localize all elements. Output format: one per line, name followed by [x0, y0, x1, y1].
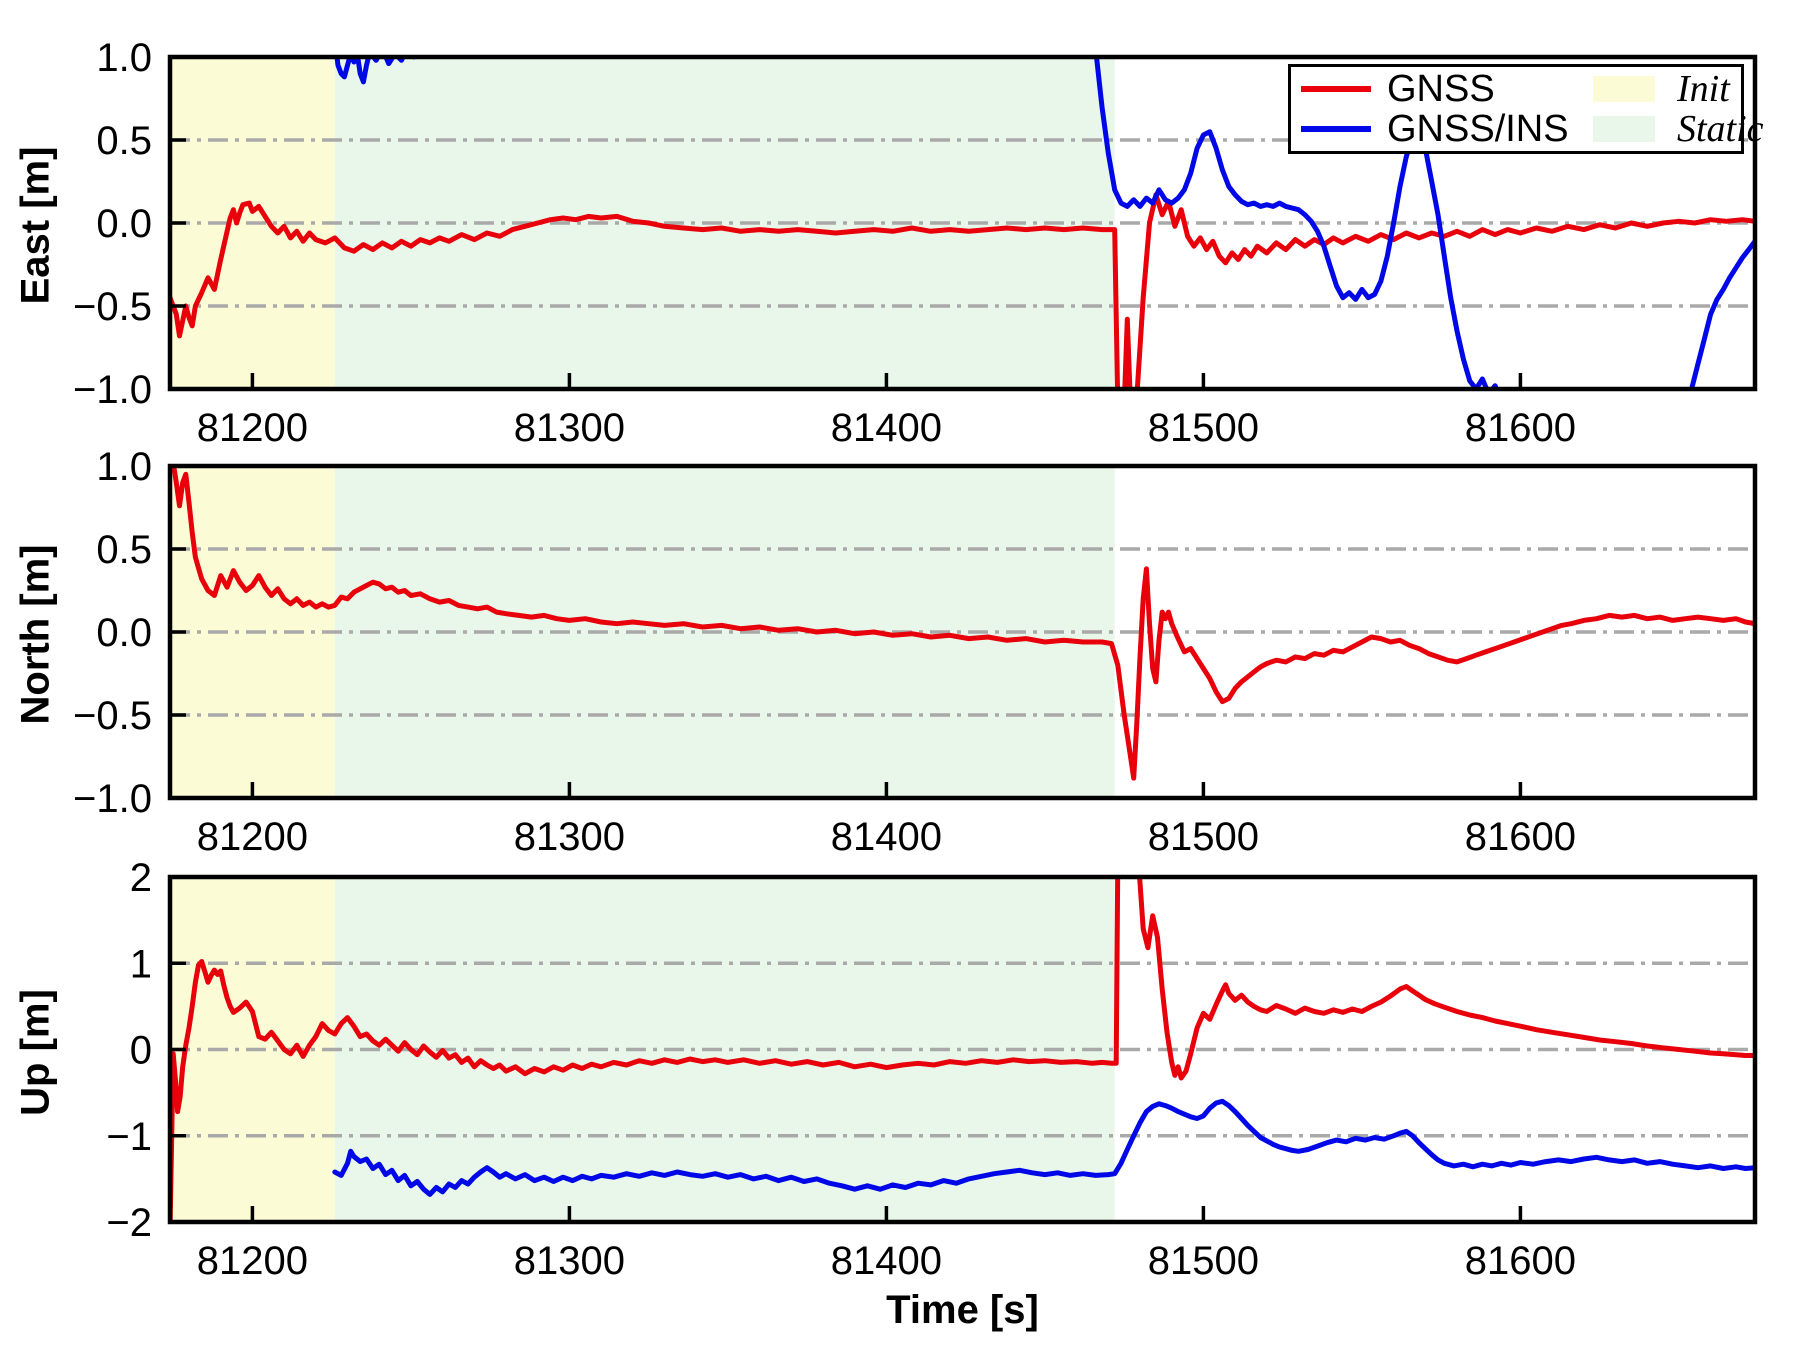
- y-tick-label: 1.0: [96, 445, 152, 489]
- x-tick-label: 81600: [1465, 406, 1576, 450]
- gnss-ins-line: [334, 57, 1755, 389]
- x-tick-label: 81400: [831, 406, 942, 450]
- x-tick-label: 81300: [514, 406, 625, 450]
- panel-border: [167, 463, 1758, 801]
- x-tick-label: 81200: [197, 815, 308, 859]
- y-tick-label: −1: [106, 1115, 152, 1159]
- y-tick-label: 0: [130, 1029, 152, 1073]
- y-axis-label-up: Up [m]: [13, 989, 58, 1116]
- gnss-line: [170, 192, 1755, 389]
- y-tick-label: 0.5: [96, 119, 152, 163]
- y-tick-label: −1.0: [73, 368, 152, 412]
- gnss-line: [171, 466, 1755, 781]
- x-tick-label: 81600: [1465, 1239, 1576, 1283]
- panel-border: [167, 54, 1758, 392]
- y-tick-label: −0.5: [73, 285, 152, 329]
- x-tick-label: 81300: [514, 1239, 625, 1283]
- gnss-line-swatch: [1301, 86, 1371, 92]
- legend-label-gnss-ins: GNSS/INS: [1387, 108, 1569, 150]
- legend: GNSS GNSS/INS Init Static: [1288, 64, 1764, 154]
- gnss-line: [170, 877, 1755, 1222]
- y-tick-label: −2: [106, 1201, 152, 1245]
- panel-up: 81200 81300 81400 81500 81600 2 1 0 −1 −2: [106, 856, 1758, 1283]
- panel-east: 81200 81300 81400 81500 81600 1.0 0.5 0.0 −0.5 −1…: [73, 36, 1758, 450]
- legend-item-gnss-ins: GNSS/INS: [1301, 109, 1593, 149]
- static-patch-swatch: [1593, 116, 1655, 142]
- x-tick-label: 81600: [1465, 815, 1576, 859]
- y-axis-label-east: East [m]: [13, 146, 58, 305]
- y-tick-label: 2: [130, 856, 152, 900]
- legend-item-init: Init: [1593, 69, 1764, 109]
- y-axis-label-north: North [m]: [13, 544, 58, 725]
- gnss-ins-line: [332, 1098, 1755, 1197]
- y-tick-label: −0.5: [73, 694, 152, 738]
- panel-north: 81200 81300 81400 81500 81600 1.0 0.5 0.0 −0.5 −1…: [73, 445, 1758, 859]
- y-tick-label: 0.0: [96, 611, 152, 655]
- legend-item-gnss: GNSS: [1301, 69, 1593, 109]
- x-tick-label: 81200: [197, 1239, 308, 1283]
- x-tick-label: 81300: [514, 815, 625, 859]
- y-tick-label: 0.0: [96, 202, 152, 246]
- legend-item-static: Static: [1593, 109, 1764, 149]
- gnss-ins-line-swatch: [1301, 126, 1371, 132]
- y-tick-label: 1: [130, 942, 152, 986]
- init-patch-swatch: [1593, 76, 1655, 102]
- legend-label-static: Static: [1677, 108, 1764, 150]
- x-axis-label: Time [s]: [886, 1288, 1039, 1332]
- legend-label-init: Init: [1677, 68, 1730, 110]
- y-tick-label: 1.0: [96, 36, 152, 80]
- y-tick-label: 0.5: [96, 528, 152, 572]
- x-tick-label: 81400: [831, 1239, 942, 1283]
- x-tick-label: 81500: [1148, 815, 1259, 859]
- x-tick-label: 81200: [197, 406, 308, 450]
- x-tick-label: 81500: [1148, 406, 1259, 450]
- legend-label-gnss: GNSS: [1387, 68, 1495, 110]
- panel-border: [167, 874, 1758, 1225]
- y-tick-label: −1.0: [73, 777, 152, 821]
- x-tick-label: 81400: [831, 815, 942, 859]
- x-tick-label: 81500: [1148, 1239, 1259, 1283]
